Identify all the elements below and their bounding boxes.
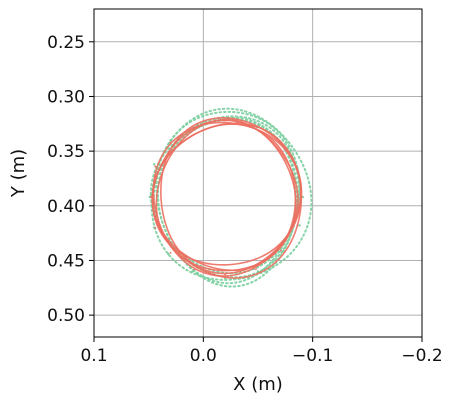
trajectory-loop [155, 118, 297, 272]
x-tick-label: −0.2 [401, 346, 442, 366]
trajectory-loop [151, 122, 303, 279]
trajectory-point [169, 139, 172, 142]
y-axis-label: Y (m) [8, 149, 29, 198]
grid-lines [93, 9, 423, 337]
trajectory-point [169, 251, 172, 254]
y-axis-ticks: 0.25 0.30 0.35 0.40 0.45 0.50 [47, 33, 94, 326]
x-tick-label: −0.1 [292, 346, 333, 366]
trajectory-point [149, 196, 152, 198]
trajectory-point [278, 141, 281, 144]
trajectory-point [254, 268, 257, 271]
plot-frame [93, 8, 423, 338]
x-axis-label: X (m) [233, 374, 283, 395]
trajectory-point [191, 270, 194, 273]
y-tick-label: 0.45 [47, 251, 85, 271]
trajectory-point [195, 126, 198, 128]
trajectory-point [295, 166, 298, 169]
trajectory-point [169, 141, 172, 144]
trajectory-point [300, 196, 303, 198]
x-axis-ticks: 0.1 0.0 −0.1 −0.2 [80, 337, 443, 366]
trajectory-point [256, 270, 260, 273]
trajectory-point [224, 273, 227, 276]
y-tick-label: 0.35 [47, 142, 85, 162]
trajectory-point [154, 165, 157, 168]
solid-trajectory-series [149, 117, 303, 279]
trajectory-point [193, 268, 196, 271]
trajectory-point [154, 226, 157, 229]
trajectory-point [280, 249, 282, 252]
x-tick-label: 0.0 [190, 346, 217, 366]
y-tick-label: 0.50 [47, 306, 85, 326]
y-tick-label: 0.30 [47, 87, 85, 107]
trajectory-point [253, 125, 256, 127]
trajectory-point [296, 224, 299, 227]
series-layer [148, 107, 313, 288]
y-tick-label: 0.25 [47, 33, 85, 53]
trajectory-point [224, 119, 227, 122]
trajectory-point [167, 252, 170, 256]
trajectory-point [298, 224, 301, 227]
y-tick-label: 0.40 [47, 197, 85, 217]
x-tick-label: 0.1 [80, 346, 107, 366]
trajectory-point [152, 163, 156, 166]
trajectory-loop [150, 107, 313, 281]
